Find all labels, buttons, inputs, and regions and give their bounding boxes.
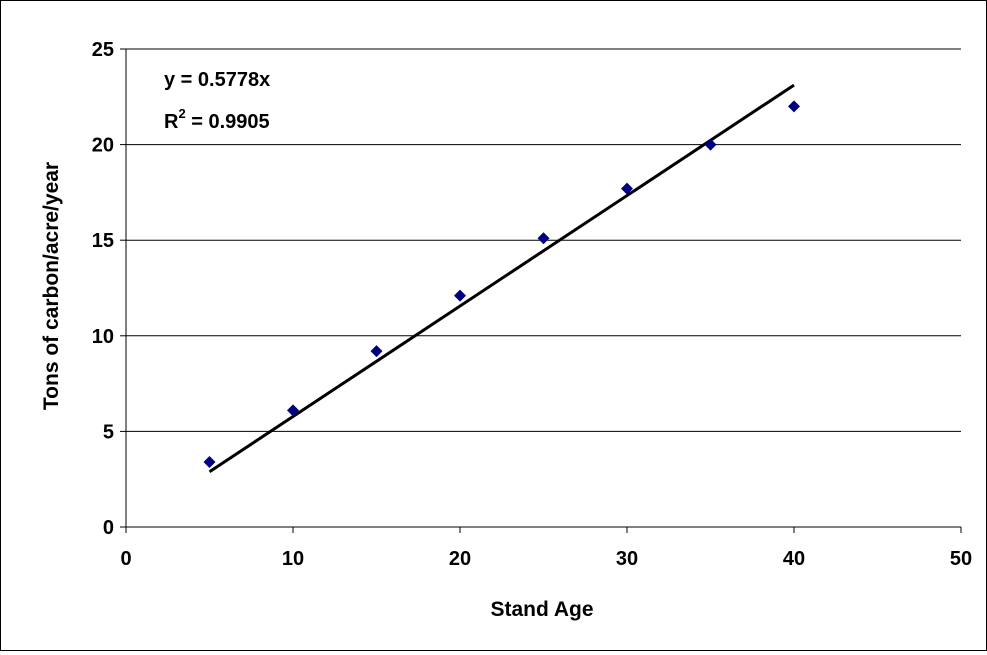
data-point <box>704 138 717 151</box>
trendline <box>208 83 795 474</box>
axes <box>120 48 962 533</box>
x-tick-label: 10 <box>282 548 304 570</box>
y-tick-label: 15 <box>92 230 114 252</box>
data-point <box>537 232 550 245</box>
y-tick-label: 0 <box>103 517 114 539</box>
r-squared-superscript: 2 <box>178 106 185 121</box>
x-tick-label: 40 <box>783 548 805 570</box>
data-point <box>370 345 383 358</box>
x-tick-label: 50 <box>950 548 972 570</box>
data-point <box>788 100 800 113</box>
data-point <box>287 404 299 417</box>
data-point <box>454 289 466 302</box>
data-point <box>203 455 216 468</box>
trendline-equation: y = 0.5778x <box>164 69 270 91</box>
x-axis-title: Stand Age <box>490 598 593 621</box>
tick-labels: 0 5 10 15 20 25 0 10 20 30 40 50 <box>92 39 972 570</box>
r-squared-value: = 0.9905 <box>186 111 270 133</box>
data-points <box>203 100 800 468</box>
y-axis-title: Tons of carbon/acre/year <box>40 162 63 410</box>
y-tick-label: 10 <box>92 326 114 348</box>
x-tick-label: 20 <box>449 548 471 570</box>
x-tick-label: 0 <box>120 548 131 570</box>
r-squared-prefix: R <box>164 111 179 133</box>
y-tick-label: 25 <box>92 39 114 61</box>
trendline-group <box>208 83 795 474</box>
data-point <box>621 182 633 195</box>
x-tick-label: 30 <box>616 548 638 570</box>
y-tick-label: 20 <box>92 135 114 157</box>
r-squared-label: R2 = 0.9905 <box>164 106 270 133</box>
y-tick-label: 5 <box>103 421 114 443</box>
